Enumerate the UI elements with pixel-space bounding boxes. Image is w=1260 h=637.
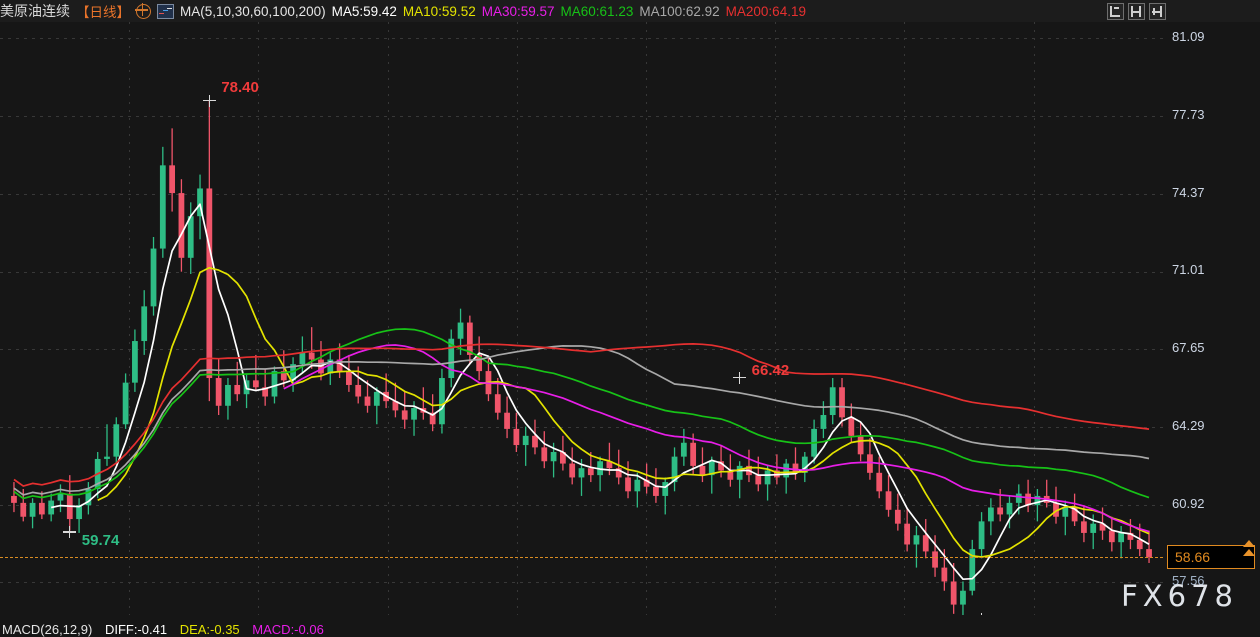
ma30-line <box>283 344 1150 533</box>
macd-definition: MACD(26,12,9) <box>2 622 93 637</box>
ma5-line <box>51 203 1150 581</box>
left-marker-icon <box>63 526 77 538</box>
gridline-h <box>0 193 1163 195</box>
gridline-v <box>775 22 777 615</box>
macd-legend: MACD(26,12,9) DIFF:-0.41 DEA:-0.35 MACD:… <box>2 622 333 637</box>
ma200-value: MA200:64.19 <box>725 3 806 19</box>
price-axis[interactable]: 81.09 77.73 74.37 71.01 67.65 64.29 60.9… <box>1163 22 1260 615</box>
gridline-v <box>387 22 389 615</box>
axis-tick: 64.29 <box>1172 417 1205 433</box>
last-price-value: 58.66 <box>1175 548 1211 565</box>
gridline-h <box>0 116 1163 118</box>
axis-tick: 77.73 <box>1172 107 1205 123</box>
ma5-value: MA5:59.42 <box>331 3 397 19</box>
chart-header: 美原油连续 【日线】 MA(5,10,30,60,100,200) MA5:59… <box>0 0 1260 22</box>
macd-macd-value: MACD:-0.06 <box>252 622 324 637</box>
mid-marker-icon <box>733 371 747 384</box>
left-annotation: 59.74 <box>81 532 120 549</box>
high-marker-icon <box>202 94 216 107</box>
axis-tick: 67.65 <box>1172 340 1205 356</box>
period-label[interactable]: 【日线】 <box>76 5 130 20</box>
ma10-line <box>97 266 1150 558</box>
ma-definition: MA(5,10,30,60,100,200) <box>180 3 326 19</box>
indicator-chart-icon[interactable] <box>157 3 174 19</box>
ma100-line <box>13 345 1150 496</box>
ma30-value: MA30:59.57 <box>481 3 555 19</box>
ma10-value: MA10:59.52 <box>402 3 476 19</box>
gridline-v <box>516 22 518 615</box>
fit-right-icon[interactable] <box>1149 3 1166 20</box>
chart-gridlines <box>0 22 1163 615</box>
axis-tick: 74.37 <box>1172 184 1205 200</box>
mid-annotation: 66.42 <box>751 361 790 379</box>
gridline-h <box>0 271 1163 273</box>
watermark: FX678 <box>1121 579 1238 613</box>
globe-icon[interactable] <box>135 2 151 19</box>
gridline-h <box>0 38 1163 40</box>
high-annotation: 78.40 <box>221 78 259 96</box>
price-series-svg <box>11 100 1152 615</box>
gridline-v <box>1033 22 1035 615</box>
gridline-v <box>904 22 906 615</box>
axis-tick: 71.01 <box>1172 262 1205 278</box>
price-arrow-icon <box>1243 548 1255 556</box>
gridline-v <box>129 22 131 615</box>
axis-tick: 81.09 <box>1172 29 1205 45</box>
macd-panel: MACD(26,12,9) DIFF:-0.41 DEA:-0.35 MACD:… <box>0 615 1260 637</box>
ma100-value: MA100:62.92 <box>639 3 720 19</box>
symbol-name[interactable]: 美原油连续 <box>0 4 70 20</box>
macd-diff-value: DIFF:-0.41 <box>104 622 168 637</box>
macd-dea-value: DEA:-0.35 <box>179 622 240 637</box>
low-marker-icon <box>975 613 988 615</box>
gridline-h <box>0 426 1163 428</box>
gridline-h <box>0 504 1163 506</box>
gridline-v <box>258 22 260 615</box>
ma60-line <box>13 328 1150 500</box>
axis-tick: 57.56 <box>1172 573 1205 589</box>
axis-tick: 60.92 <box>1172 495 1205 511</box>
ma60-value: MA60:61.23 <box>560 3 634 19</box>
gridline-h <box>0 349 1163 351</box>
chart-toolbar <box>1107 3 1166 20</box>
ma200-line <box>13 343 1150 487</box>
last-price-line <box>0 556 1163 558</box>
last-price-badge[interactable]: 58.66 <box>1167 544 1255 569</box>
gridline-h <box>0 582 1163 584</box>
chart-plot-area[interactable]: 78.40 66.42 59.74 55.96 <box>0 22 1163 615</box>
fit-left-icon[interactable] <box>1107 3 1124 20</box>
price-arrow-icon <box>1243 539 1255 547</box>
fit-both-icon[interactable] <box>1128 3 1145 20</box>
gridline-v <box>646 22 647 615</box>
